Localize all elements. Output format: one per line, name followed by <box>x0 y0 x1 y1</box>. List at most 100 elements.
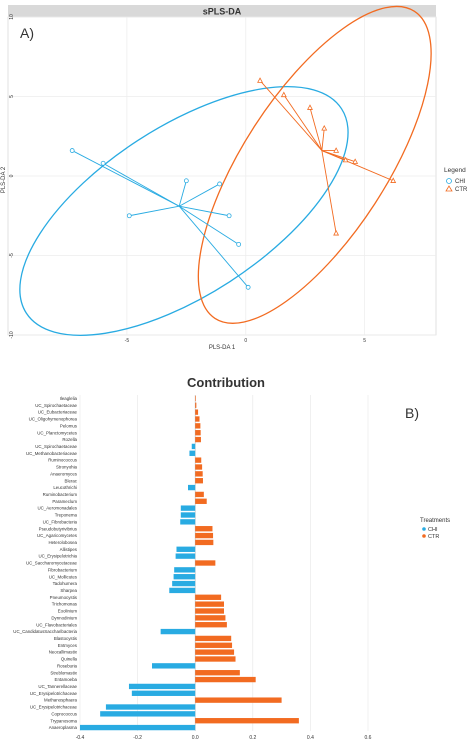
legend-ctr-label: CTR <box>455 187 468 193</box>
taxon-label: Methanosphaera <box>44 698 78 703</box>
spoke-chi <box>178 183 220 207</box>
spoke-chi <box>102 162 180 207</box>
taxon-label: UC_Agaricomycetes <box>37 533 78 538</box>
bar-chi <box>189 450 196 456</box>
ellipse-chi <box>19 85 349 336</box>
point-chi <box>126 213 132 219</box>
bar-chi <box>80 724 196 731</box>
spoke-chi <box>178 180 187 207</box>
taxon-label: UC_Tannerellaceae <box>38 684 77 689</box>
taxon-label: Eoolinium <box>58 609 78 614</box>
bar-ctr <box>195 526 213 532</box>
x-axis-label: PLS-DA 1 <box>209 345 236 351</box>
bar-x-tick-label: 0.4 <box>307 735 314 741</box>
legend-ctr-dot <box>422 534 426 538</box>
bar-chi <box>180 519 196 525</box>
centroid-spokes <box>71 80 394 288</box>
spoke-chi <box>71 150 180 207</box>
taxon-label: Fibrobacterium <box>48 567 78 572</box>
legend-title: Legend <box>444 167 466 174</box>
bar-x-tick-label: 0.0 <box>192 735 199 741</box>
taxon-label: Rozella <box>62 437 77 442</box>
bar-chi <box>176 546 196 552</box>
taxon-labels: Ileaglelia UC_Spirochaetaceae UC_Eubacteri… <box>13 396 78 730</box>
bar-chi <box>152 663 196 669</box>
point-ctr <box>390 177 397 183</box>
spoke-chi <box>179 205 230 217</box>
bar-ctr <box>195 532 214 539</box>
taxon-label: UC_Erysipelotrichaceae <box>30 705 78 710</box>
bar-ctr <box>195 491 204 498</box>
bar-ctr <box>195 601 224 607</box>
taxon-label: Ruminococcus <box>48 458 78 463</box>
axis-tick-labels: -5 0 5 -10 -5 0 5 10 <box>9 14 366 344</box>
taxon-label: UC_CandidatusSaccharibacteria <box>13 629 77 634</box>
taxon-label: Anaeromyces <box>50 471 78 476</box>
bar-ctr <box>195 697 282 703</box>
bar-ctr <box>195 608 224 614</box>
bar-ctr <box>195 676 256 683</box>
point-ctr <box>352 158 359 164</box>
taxon-label: Neocallimastix <box>49 650 78 655</box>
y-tick-label: 0 <box>9 174 15 177</box>
contribution-title: Contribution <box>187 375 265 390</box>
point-chi <box>226 213 232 219</box>
bar-chi <box>105 704 196 710</box>
point-ctr <box>333 229 340 236</box>
taxon-label: UC_Methanobacteriaceae <box>26 451 78 456</box>
bar-chi <box>160 628 196 635</box>
bar-chi <box>100 711 196 717</box>
bar-ctr <box>195 539 214 546</box>
panel-label-b: B) <box>405 405 419 421</box>
taxon-label: Blastocystis <box>54 636 78 641</box>
taxon-label: UC_Erysipelotrichaceae <box>30 691 78 696</box>
bar-ctr <box>195 656 236 662</box>
legend-ctr-marker <box>445 185 453 192</box>
bar-x-tick-label: -0.2 <box>133 735 142 741</box>
bar-chi <box>191 443 196 450</box>
taxon-label: UC_Spirochaetaceae <box>35 444 77 449</box>
bar-ctr <box>195 471 203 477</box>
point-ctr <box>321 124 328 131</box>
point-ctr <box>280 91 287 98</box>
y-tick-label: 10 <box>9 14 15 20</box>
bar-ctr <box>195 409 199 415</box>
bar-ctr <box>195 560 216 566</box>
spoke-ctr <box>309 107 323 151</box>
bar-ctr <box>195 395 196 402</box>
bar-chi <box>128 683 196 690</box>
ellipse-ctr <box>197 5 432 324</box>
bar-chi <box>169 587 196 594</box>
gridlines <box>8 16 436 336</box>
legend-treatments-title: Treatments <box>420 518 450 524</box>
taxon-label: Treponema <box>55 513 78 518</box>
bar-ctr <box>195 457 202 463</box>
y-axis-label: PLS-DA 2 <box>1 166 7 193</box>
legend-treatment-ctr: CTR <box>428 534 439 540</box>
taxon-label: Pneumocystis <box>50 595 78 600</box>
legend-chi-label: CHI <box>455 179 466 185</box>
bar-axis-tick-labels: -0.4 -0.2 0.0 0.2 0.4 0.6 <box>76 735 372 741</box>
legend-treatment-chi: CHI <box>428 527 438 533</box>
point-chi <box>183 178 189 184</box>
bar-chi <box>180 512 196 518</box>
taxon-label: Entmyces <box>58 643 78 648</box>
bar-ctr <box>195 622 227 628</box>
point-chi <box>245 284 251 290</box>
bar-ctr <box>195 464 203 470</box>
bar-ctr <box>195 615 226 621</box>
taxon-label: Dynnodinium <box>51 615 77 620</box>
taxon-label: Tadohumera <box>53 581 78 586</box>
taxon-label: Allistipes <box>60 547 78 552</box>
taxon-label: Ruminobacterium <box>43 492 78 497</box>
taxon-label: Blerac <box>65 478 78 483</box>
contribution-bars <box>80 395 299 731</box>
y-tick-label: -10 <box>9 331 15 338</box>
point-chi <box>217 181 223 187</box>
bar-ctr <box>195 594 222 600</box>
legend-chi-dot <box>422 527 426 531</box>
bar-chi <box>180 505 196 511</box>
bar-chi <box>172 580 196 587</box>
spoke-ctr <box>321 150 356 163</box>
y-tick-label: 5 <box>9 95 15 98</box>
